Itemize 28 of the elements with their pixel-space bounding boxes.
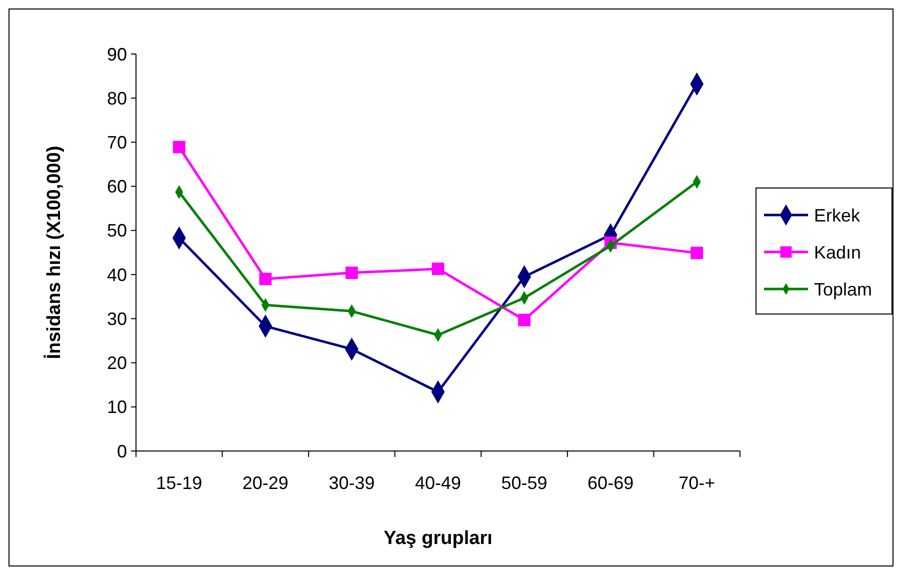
- x-tick-label: 15-19: [156, 473, 202, 493]
- legend-label: Kadın: [814, 242, 862, 262]
- y-tick-label: 80: [106, 88, 127, 108]
- legend-label: Toplam: [814, 279, 872, 300]
- y-tick-label: 70: [106, 132, 127, 153]
- x-tick-label: 50-59: [501, 473, 548, 493]
- y-tick-label: 10: [106, 397, 127, 418]
- x-tick-label: 30-39: [328, 473, 375, 493]
- y-axis-title: İnsidans hızı (X100,000): [43, 146, 65, 360]
- x-tick-label: 70-+: [678, 473, 716, 493]
- y-tick-label: 0: [116, 441, 127, 462]
- x-tick-label: 40-49: [414, 473, 462, 493]
- y-tick-label: 50: [106, 220, 127, 241]
- y-tick-label: 60: [106, 176, 127, 197]
- point: [346, 266, 358, 279]
- y-tick-label: 90: [106, 44, 127, 64]
- y-tick-label: 30: [106, 308, 127, 329]
- point: [518, 314, 530, 326]
- y-tick-label: 40: [106, 264, 127, 285]
- point: [690, 246, 704, 260]
- y-tick-label: 20: [106, 353, 127, 374]
- x-tick-label: 60-69: [588, 473, 634, 493]
- point: [259, 272, 272, 286]
- point: [432, 262, 444, 276]
- x-axis-title: Yaş grupları: [384, 528, 492, 549]
- legend-label: Erkek: [814, 205, 862, 226]
- point: [172, 140, 186, 154]
- x-tick-label: 20-29: [242, 473, 288, 493]
